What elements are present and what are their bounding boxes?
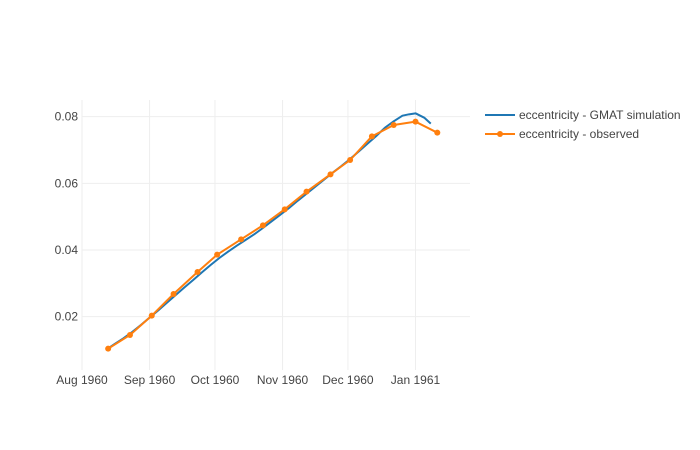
data-point[interactable] bbox=[390, 122, 397, 128]
legend-marker bbox=[497, 131, 503, 137]
legend-item[interactable]: eccentricity - GMAT simulation bbox=[485, 108, 681, 122]
x-axis-tick-labels: Aug 1960 Sep 1960 Oct 1960 Nov 1960 Dec 1960… bbox=[56, 373, 440, 387]
data-point[interactable] bbox=[238, 236, 245, 243]
series-1 bbox=[105, 118, 441, 352]
y-tick-label: 0.02 bbox=[55, 310, 79, 324]
data-point[interactable] bbox=[194, 269, 201, 275]
data-point[interactable] bbox=[434, 129, 441, 136]
legend-label: eccentricity - GMAT simulation bbox=[519, 108, 681, 122]
y-tick-label: 0.08 bbox=[55, 110, 79, 124]
series-0 bbox=[107, 112, 432, 350]
data-point[interactable] bbox=[126, 332, 133, 338]
legend-item[interactable]: eccentricity - observed bbox=[485, 127, 639, 141]
legend-label: eccentricity - observed bbox=[519, 127, 639, 141]
data-point[interactable] bbox=[303, 188, 310, 195]
x-tick-label: Oct 1960 bbox=[191, 373, 240, 387]
x-tick-label: Sep 1960 bbox=[124, 373, 176, 387]
data-point[interactable] bbox=[327, 171, 334, 178]
y-axis-tick-labels: 0.02 0.04 0.06 0.08 bbox=[55, 110, 79, 324]
x-tick-label: Jan 1961 bbox=[391, 373, 441, 387]
data-point[interactable] bbox=[105, 345, 112, 352]
x-tick-label: Aug 1960 bbox=[56, 373, 108, 387]
data-point[interactable] bbox=[148, 312, 155, 319]
series-line bbox=[107, 120, 438, 350]
data-point[interactable] bbox=[259, 222, 266, 229]
data-point[interactable] bbox=[170, 291, 177, 297]
y-tick-label: 0.04 bbox=[55, 243, 79, 257]
data-point[interactable] bbox=[347, 157, 354, 163]
series-line bbox=[107, 112, 432, 350]
data-point[interactable] bbox=[214, 251, 221, 258]
data-point[interactable] bbox=[412, 118, 419, 125]
data-point[interactable] bbox=[281, 206, 288, 213]
series-layer bbox=[105, 112, 441, 352]
x-tick-label: Dec 1960 bbox=[322, 373, 374, 387]
legend[interactable]: eccentricity - GMAT simulation eccentrici… bbox=[485, 108, 681, 141]
grid-layer bbox=[81, 100, 470, 370]
x-tick-label: Nov 1960 bbox=[257, 373, 309, 387]
y-tick-label: 0.06 bbox=[55, 176, 79, 190]
data-point[interactable] bbox=[368, 133, 375, 140]
